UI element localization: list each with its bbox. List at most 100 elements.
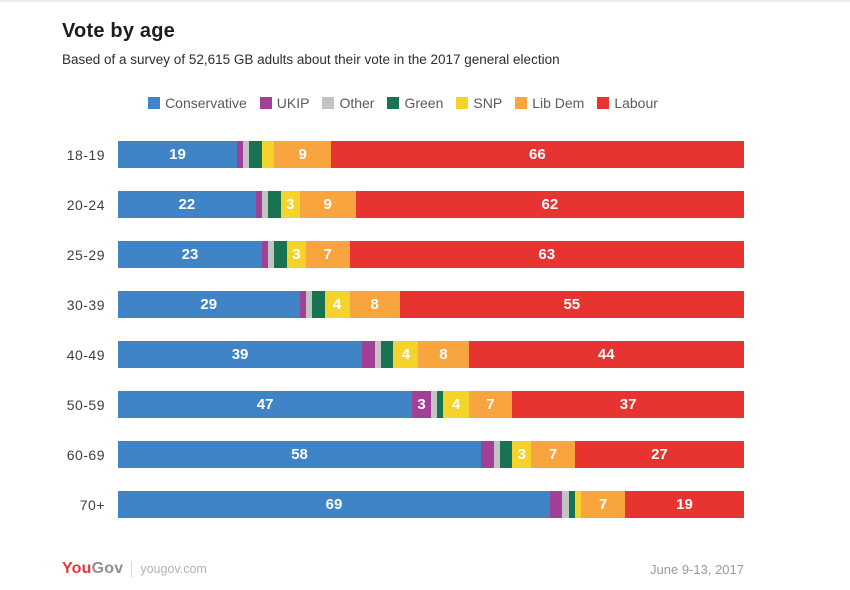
age-label: 70+: [79, 496, 105, 513]
bar-segment-green: [268, 191, 281, 218]
bar-segment-lib-dem: 8: [349, 291, 400, 318]
bar-segment-green: [249, 141, 262, 168]
legend-swatch-icon: [259, 97, 272, 109]
bar-segment-lib-dem: 7: [531, 441, 575, 468]
bar-row-30-39: 30-39 29 4 8 55: [62, 291, 744, 318]
logo-divider: [131, 561, 133, 577]
legend-item-conservative: Conservative: [148, 95, 247, 111]
bar-segment-green: [274, 241, 287, 268]
bar-segment-conservative: 29: [118, 291, 300, 318]
bar-segment-ukip: [481, 441, 494, 468]
bar-segment-ukip: [255, 191, 262, 218]
legend-swatch-icon: [322, 97, 335, 109]
legend-label: Labour: [614, 95, 658, 111]
bar-segment-labour: 44: [468, 341, 744, 368]
bar-row-25-29: 25-29 23 3 7 63: [62, 241, 744, 268]
bar-row-40-49: 40-49 39 4 8 44: [62, 341, 744, 368]
bar-segment-snp: [574, 491, 582, 518]
logo-gov: Gov: [91, 560, 124, 577]
chart-subtitle: Based of a survey of 52,615 GB adults ab…: [62, 52, 560, 67]
stacked-bar: 22 3 9 62: [118, 191, 744, 218]
legend-swatch-icon: [148, 97, 161, 109]
bar-segment-snp: 3: [512, 441, 532, 468]
bar-row-70plus: 70+ 69 7 19: [62, 491, 744, 518]
bar-segment-conservative: 23: [118, 241, 262, 268]
bar-segment-conservative: 58: [118, 441, 482, 468]
bar-segment-other: [374, 341, 381, 368]
legend-item-green: Green: [387, 95, 443, 111]
bar-segment-conservative: 47: [118, 391, 413, 418]
bar-segment-lib-dem: 9: [274, 141, 331, 168]
bar-segment-lib-dem: 7: [468, 391, 513, 418]
bar-segment-labour: 27: [574, 441, 744, 468]
bar-segment-ukip: [236, 141, 244, 168]
bar-segment-snp: 4: [443, 391, 469, 418]
stacked-bar: 69 7 19: [118, 491, 744, 518]
bar-segment-green: [437, 391, 444, 418]
age-label: 30-39: [66, 296, 105, 313]
bar-segment-ukip: [362, 341, 375, 368]
bar-segment-lib-dem: 9: [299, 191, 356, 218]
bar-segment-green: [312, 291, 325, 318]
bar-segment-other: [268, 241, 275, 268]
bar-segment-ukip: [299, 291, 306, 318]
bar-segment-conservative: 39: [118, 341, 363, 368]
age-label: 18-19: [66, 146, 105, 163]
bar-segment-green: [380, 341, 394, 368]
page-title: Vote by age: [62, 20, 175, 42]
bar-row-50-59: 50-59 47 3 4 7 37: [62, 391, 744, 418]
bar-segment-labour: 66: [330, 141, 744, 168]
bar-segment-snp: 3: [286, 241, 306, 268]
bar-segment-labour: 19: [625, 491, 744, 518]
bar-segment-other: [493, 441, 500, 468]
bar-segment-snp: 4: [324, 291, 350, 318]
stacked-bar: 39 4 8 44: [118, 341, 744, 368]
footer: YouGov yougov.com June 9-13, 2017: [62, 560, 744, 578]
bar-segment-snp: 3: [280, 191, 300, 218]
age-label: 25-29: [66, 246, 105, 263]
bar-segment-labour: 55: [399, 291, 744, 318]
bar-segment-other: [305, 291, 313, 318]
legend-swatch-icon: [515, 97, 528, 109]
bar-segment-ukip: [261, 241, 269, 268]
bar-segment-snp: 4: [393, 341, 419, 368]
logo-you: You: [62, 560, 92, 577]
legend-item-other: Other: [322, 95, 374, 111]
legend-swatch-icon: [456, 97, 469, 109]
age-label: 50-59: [66, 396, 105, 413]
stacked-bar: 58 3 7 27: [118, 441, 744, 468]
bar-segment-conservative: 19: [118, 141, 237, 168]
bar-segment-snp: [261, 141, 275, 168]
yougov-logo-text: YouGov: [62, 560, 123, 578]
legend-label: Lib Dem: [532, 95, 585, 111]
bar-segment-labour: 37: [512, 391, 744, 418]
yougov-logo: YouGov yougov.com: [62, 560, 207, 578]
legend-swatch-icon: [597, 97, 610, 109]
bar-segment-lib-dem: 7: [581, 491, 626, 518]
stacked-bar: 47 3 4 7 37: [118, 391, 744, 418]
survey-date: June 9-13, 2017: [650, 561, 744, 577]
bar-segment-other: [243, 141, 250, 168]
age-label: 60-69: [66, 446, 105, 463]
bar-segment-conservative: 69: [118, 491, 550, 518]
bar-segment-labour: 62: [355, 191, 744, 218]
legend: Conservative UKIP Other Green SNP Lib Dem Labo…: [62, 95, 744, 111]
bar-segment-green: [568, 491, 575, 518]
legend-swatch-icon: [387, 97, 400, 109]
legend-label: Conservative: [165, 95, 247, 111]
bar-segment-ukip: [549, 491, 563, 518]
chart-rows: 18-19 19 9 66 20-24 22 3 9 62 25-29 23 3 7 63 30-39 29 4…: [62, 141, 744, 518]
bar-segment-other: [261, 191, 269, 218]
bar-segment-other: [562, 491, 569, 518]
legend-label: Other: [339, 95, 375, 111]
legend-item-ukip: UKIP: [259, 95, 310, 111]
bar-segment-other: [430, 391, 438, 418]
legend-label: SNP: [473, 95, 503, 111]
legend-label: UKIP: [276, 95, 310, 111]
site-url: yougov.com: [140, 562, 207, 576]
stacked-bar: 23 3 7 63: [118, 241, 744, 268]
age-label: 40-49: [66, 346, 105, 363]
age-label: 20-24: [66, 196, 105, 213]
bar-segment-lib-dem: 7: [305, 241, 350, 268]
